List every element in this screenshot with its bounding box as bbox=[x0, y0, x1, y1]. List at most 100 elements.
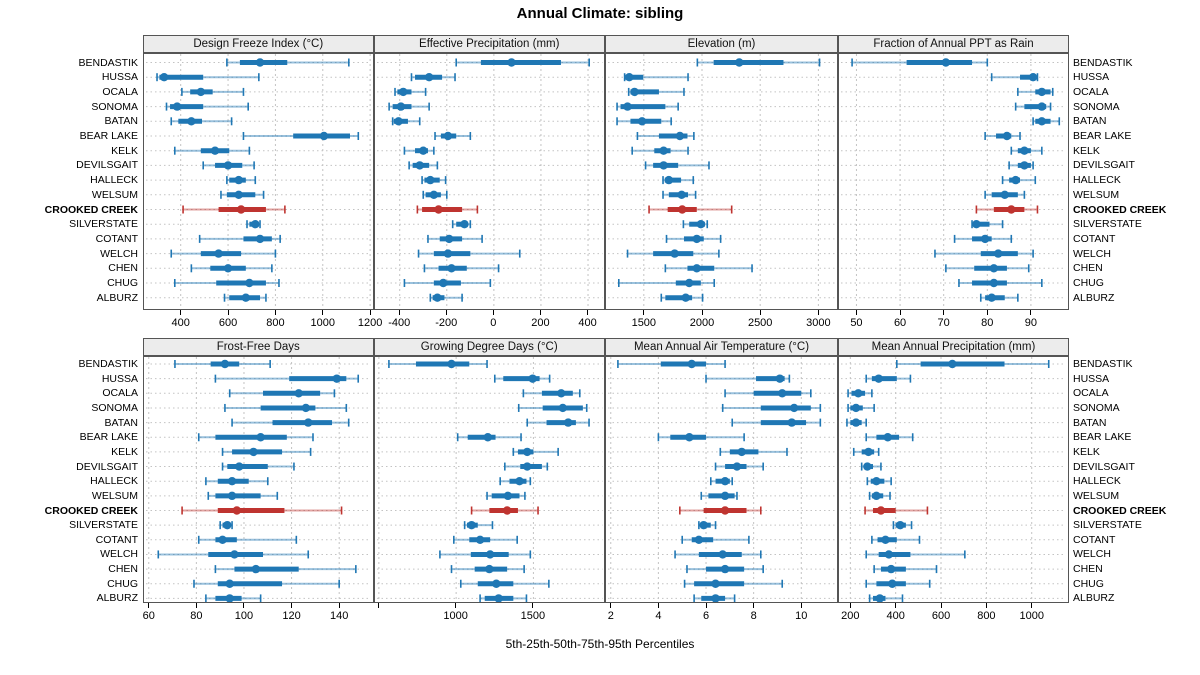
percentile-series-cotant bbox=[452, 535, 518, 544]
axis-tick-label: 4 bbox=[655, 610, 662, 622]
percentile-series-batan bbox=[731, 418, 822, 427]
site-label-left-halleck: HALLECK bbox=[90, 174, 138, 187]
site-label-left-bendastik: BENDASTIK bbox=[78, 358, 138, 370]
panel-mean-annual-precipitation-mm- bbox=[838, 356, 1069, 603]
site-label-left-welch: WELCH bbox=[100, 548, 138, 561]
site-label-right-bear-lake: BEAR LAKE bbox=[1073, 130, 1132, 142]
percentile-series-hussa bbox=[990, 73, 1039, 82]
axis-tick-label: 6 bbox=[702, 610, 710, 622]
site-label-right-chen: CHEN bbox=[1073, 563, 1103, 576]
percentile-series-sonoma bbox=[387, 102, 430, 111]
axis-tick bbox=[180, 310, 182, 315]
percentile-series-silverstate bbox=[451, 220, 471, 229]
percentile-series-kelk bbox=[221, 447, 312, 457]
site-label-right-alburz: ALBURZ bbox=[1073, 592, 1115, 605]
axis-tick bbox=[701, 310, 703, 315]
axis-tick-label: 2000 bbox=[689, 317, 715, 329]
axis-tick bbox=[398, 310, 400, 315]
axis-tick-label: 200 bbox=[841, 610, 860, 622]
axis-tick bbox=[940, 603, 942, 608]
percentile-series-welsum bbox=[421, 190, 448, 199]
site-label-left-batan: BATAN bbox=[104, 115, 138, 128]
site-label-left-ocala: OCALA bbox=[102, 387, 138, 400]
percentile-series-devilsgait bbox=[221, 462, 295, 471]
axis-tick bbox=[855, 310, 857, 315]
axis-tick-label: 10 bbox=[795, 610, 808, 622]
percentile-series-sonoma bbox=[847, 403, 875, 413]
site-label-right-devilsgait: DEVILSGAIT bbox=[1073, 460, 1135, 473]
axis-tick-label: 3000 bbox=[806, 317, 831, 329]
site-label-right-welsum: WELSUM bbox=[1073, 489, 1120, 502]
axis-tick bbox=[532, 603, 534, 608]
percentile-series-crooked-creek bbox=[864, 506, 929, 515]
axis-tick bbox=[243, 603, 245, 608]
panel-frost-free-days bbox=[143, 356, 374, 603]
site-label-left-chen: CHEN bbox=[108, 563, 138, 576]
percentile-series-welsum bbox=[700, 491, 738, 501]
axis-tick bbox=[322, 310, 324, 315]
percentile-series-cotant bbox=[197, 535, 298, 544]
percentile-series-alburz bbox=[660, 293, 704, 302]
site-label-left-welsum: WELSUM bbox=[91, 489, 138, 502]
site-label-left-halleck: HALLECK bbox=[90, 475, 138, 488]
axis-tick-label: 120 bbox=[282, 610, 301, 622]
axis-caption: 5th-25th-50th-75th-95th Percentiles bbox=[505, 637, 695, 651]
percentile-series-silverstate bbox=[698, 520, 717, 530]
axis-tick-label: -200 bbox=[435, 317, 458, 329]
percentile-series-welsum bbox=[220, 190, 265, 199]
percentile-series-alburz bbox=[979, 293, 1019, 302]
axis-tick-label: 50 bbox=[850, 317, 863, 329]
axis-tick bbox=[148, 603, 150, 608]
axis-tick-label: 90 bbox=[1024, 317, 1038, 329]
percentile-series-welch bbox=[934, 249, 1034, 258]
panel-fraction-of-annual-ppt-as-rain bbox=[838, 53, 1069, 310]
axis-tick-label: 200 bbox=[531, 317, 550, 329]
site-label-left-bear-lake: BEAR LAKE bbox=[79, 130, 138, 142]
percentile-series-bear-lake bbox=[865, 433, 914, 442]
percentile-series-cotant bbox=[681, 535, 750, 544]
percentile-series-crooked-creek bbox=[975, 205, 1039, 214]
percentile-series-devilsgait bbox=[1008, 161, 1034, 170]
percentile-series-batan bbox=[525, 418, 590, 427]
panel-growing-degree-days-c- bbox=[373, 356, 605, 603]
site-label-left-welch: WELCH bbox=[100, 247, 138, 260]
panel-header-design-freeze-index-c-: Design Freeze Index (°C) bbox=[143, 35, 374, 53]
site-label-left-kelk: KELK bbox=[111, 144, 138, 157]
axis-tick bbox=[1031, 603, 1033, 608]
axis-tick bbox=[227, 310, 229, 315]
percentile-series-welch bbox=[438, 550, 531, 559]
axis-tick-label: 1500 bbox=[520, 610, 546, 622]
percentile-series-silverstate bbox=[892, 520, 913, 530]
percentile-series-bear-lake bbox=[657, 433, 745, 442]
percentile-series-bendastik bbox=[617, 359, 726, 369]
site-label-left-crooked-creek: CROOKED CREEK bbox=[44, 504, 138, 517]
percentile-series-halleck bbox=[420, 175, 446, 185]
percentile-series-halleck bbox=[498, 477, 531, 486]
percentile-series-alburz bbox=[868, 594, 904, 602]
percentile-series-bendastik bbox=[896, 359, 1050, 369]
percentile-series-kelk bbox=[631, 146, 689, 155]
site-label-left-batan: BATAN bbox=[104, 416, 138, 429]
percentile-series-kelk bbox=[852, 447, 880, 457]
percentile-series-halleck bbox=[709, 477, 734, 486]
percentile-series-silverstate bbox=[246, 220, 261, 229]
percentile-series-sonoma bbox=[721, 403, 822, 413]
panel-plot bbox=[146, 54, 371, 309]
panel-header-elevation-m-: Elevation (m) bbox=[605, 35, 838, 53]
site-label-left-chug: CHUG bbox=[107, 277, 138, 289]
panel-mean-annual-air-temperature-c- bbox=[605, 356, 838, 603]
percentile-series-chen bbox=[450, 564, 525, 574]
site-label-right-halleck: HALLECK bbox=[1073, 475, 1121, 488]
panel-header-mean-annual-precipitation-mm-: Mean Annual Precipitation (mm) bbox=[838, 338, 1069, 356]
percentile-series-crooked-creek bbox=[181, 506, 343, 515]
panel-plot bbox=[146, 357, 371, 602]
percentile-series-welsum bbox=[984, 190, 1026, 199]
axis-tick bbox=[986, 310, 988, 315]
percentile-series-welsum bbox=[207, 491, 279, 501]
percentile-series-welch bbox=[865, 550, 966, 559]
percentile-series-devilsgait bbox=[644, 161, 710, 170]
percentile-series-halleck bbox=[226, 175, 257, 185]
percentile-series-silverstate bbox=[971, 220, 1004, 229]
panel-header-frost-free-days: Frost-Free Days bbox=[143, 338, 374, 356]
site-label-left-cotant: COTANT bbox=[95, 533, 138, 546]
